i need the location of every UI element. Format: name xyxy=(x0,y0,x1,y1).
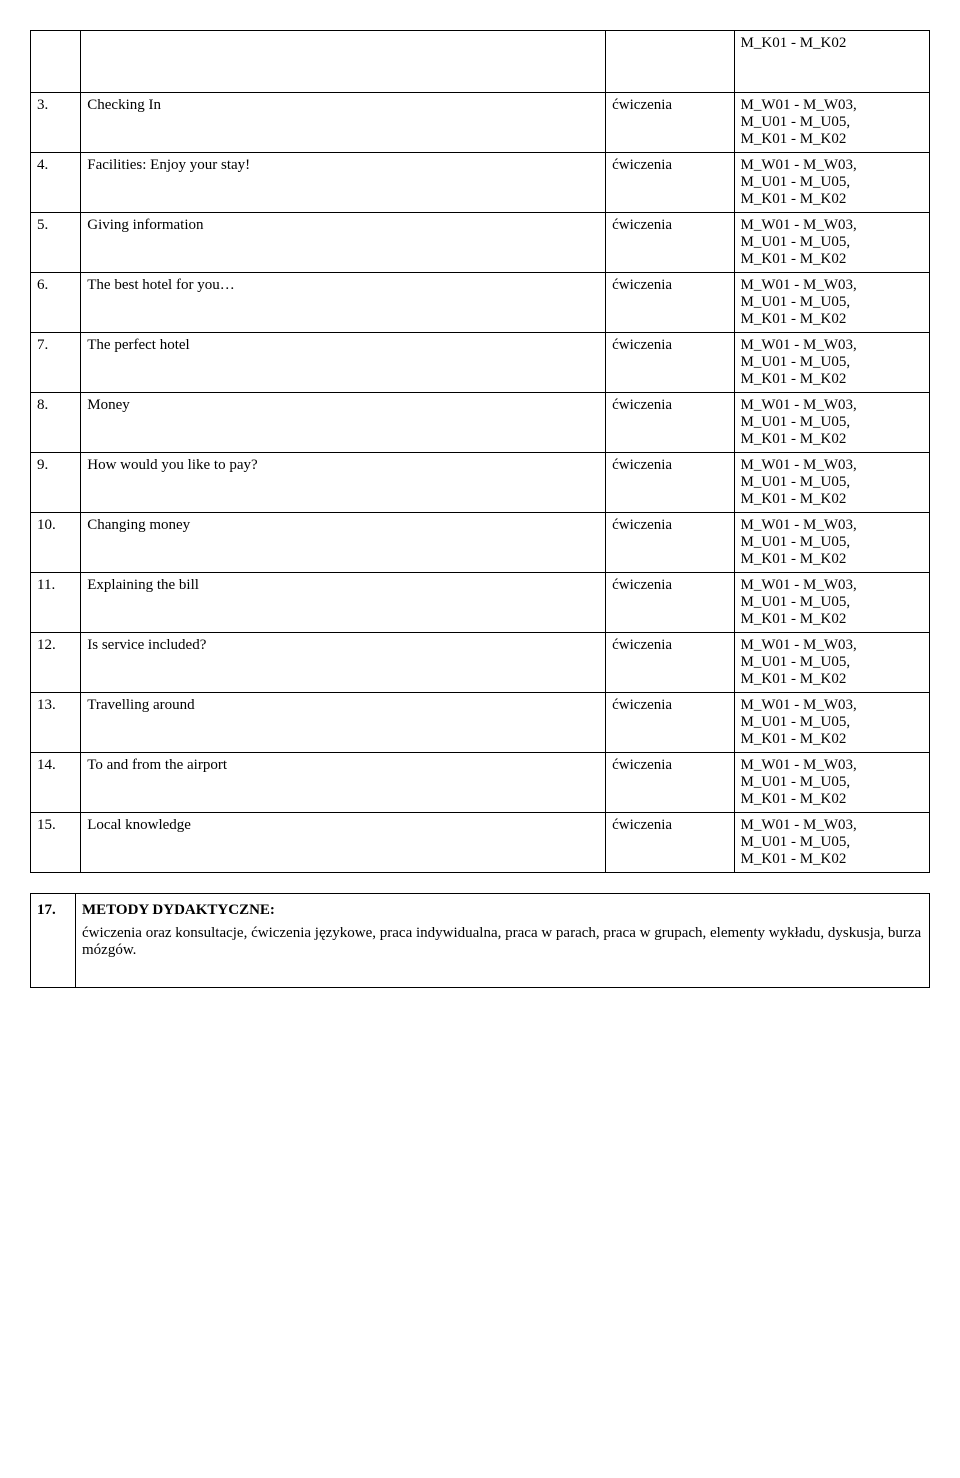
row-number: 13. xyxy=(31,693,81,753)
row-codes: M_W01 - M_W03, M_U01 - M_U05, M_K01 - M_… xyxy=(734,333,929,393)
row-codes: M_W01 - M_W03, M_U01 - M_U05, M_K01 - M_… xyxy=(734,153,929,213)
row-type: ćwiczenia xyxy=(606,573,734,633)
table-row: 14. To and from the airportćwiczeniaM_W0… xyxy=(31,753,930,813)
row-codes: M_W01 - M_W03, M_U01 - M_U05, M_K01 - M_… xyxy=(734,453,929,513)
row-description: The best hotel for you… xyxy=(81,273,606,333)
section-content: METODY DYDAKTYCZNE: ćwiczenia oraz konsu… xyxy=(76,894,930,988)
row-type: ćwiczenia xyxy=(606,693,734,753)
table-row: 8.MoneyćwiczeniaM_W01 - M_W03, M_U01 - M… xyxy=(31,393,930,453)
row-codes: M_W01 - M_W03, M_U01 - M_U05, M_K01 - M_… xyxy=(734,753,929,813)
table-row: 9.How would you like to pay?ćwiczeniaM_W… xyxy=(31,453,930,513)
section-title: METODY DYDAKTYCZNE: xyxy=(82,902,923,919)
empty-cell xyxy=(81,31,606,93)
empty-cell xyxy=(31,31,81,93)
row-number: 8. xyxy=(31,393,81,453)
row-description: Money xyxy=(81,393,606,453)
section-row: 17. METODY DYDAKTYCZNE: ćwiczenia oraz k… xyxy=(31,894,930,988)
row-type: ćwiczenia xyxy=(606,213,734,273)
row-description: The perfect hotel xyxy=(81,333,606,393)
row-number: 3. xyxy=(31,93,81,153)
row-type: ćwiczenia xyxy=(606,633,734,693)
row-description: Checking In xyxy=(81,93,606,153)
row-number: 14. xyxy=(31,753,81,813)
table-row: 6.The best hotel for you…ćwiczeniaM_W01 … xyxy=(31,273,930,333)
table-row: 12.Is service included?ćwiczeniaM_W01 - … xyxy=(31,633,930,693)
section-number-text: 17. xyxy=(37,902,56,918)
row-type: ćwiczenia xyxy=(606,453,734,513)
table-row: 5.Giving informationćwiczeniaM_W01 - M_W… xyxy=(31,213,930,273)
empty-cell xyxy=(606,31,734,93)
row-description: Is service included? xyxy=(81,633,606,693)
table-row: 15.Local knowledgećwiczeniaM_W01 - M_W03… xyxy=(31,813,930,873)
row-codes: M_W01 - M_W03, M_U01 - M_U05, M_K01 - M_… xyxy=(734,633,929,693)
table-row: 13.Travelling aroundćwiczeniaM_W01 - M_W… xyxy=(31,693,930,753)
row-codes: M_W01 - M_W03, M_U01 - M_U05, M_K01 - M_… xyxy=(734,213,929,273)
section-body: ćwiczenia oraz konsultacje, ćwiczenia ję… xyxy=(82,925,923,959)
table-row: 3.Checking InćwiczeniaM_W01 - M_W03, M_U… xyxy=(31,93,930,153)
section-number: 17. xyxy=(31,894,76,988)
codes-cell: M_K01 - M_K02 xyxy=(734,31,929,93)
row-description: Local knowledge xyxy=(81,813,606,873)
row-number: 11. xyxy=(31,573,81,633)
row-codes: M_W01 - M_W03, M_U01 - M_U05, M_K01 - M_… xyxy=(734,513,929,573)
row-description: To and from the airport xyxy=(81,753,606,813)
row-description: Changing money xyxy=(81,513,606,573)
section-table: 17. METODY DYDAKTYCZNE: ćwiczenia oraz k… xyxy=(30,893,930,988)
row-number: 9. xyxy=(31,453,81,513)
row-type: ćwiczenia xyxy=(606,393,734,453)
table-row: 7.The perfect hotelćwiczeniaM_W01 - M_W0… xyxy=(31,333,930,393)
row-codes: M_W01 - M_W03, M_U01 - M_U05, M_K01 - M_… xyxy=(734,393,929,453)
row-number: 7. xyxy=(31,333,81,393)
main-table: M_K01 - M_K02 3.Checking InćwiczeniaM_W0… xyxy=(30,30,930,873)
table-row: 4.Facilities: Enjoy your stay!ćwiczeniaM… xyxy=(31,153,930,213)
row-number: 12. xyxy=(31,633,81,693)
row-number: 4. xyxy=(31,153,81,213)
row-description: Giving information xyxy=(81,213,606,273)
row-type: ćwiczenia xyxy=(606,513,734,573)
row-codes: M_W01 - M_W03, M_U01 - M_U05, M_K01 - M_… xyxy=(734,813,929,873)
row-type: ćwiczenia xyxy=(606,273,734,333)
row-codes: M_W01 - M_W03, M_U01 - M_U05, M_K01 - M_… xyxy=(734,273,929,333)
table-row: 10.Changing moneyćwiczeniaM_W01 - M_W03,… xyxy=(31,513,930,573)
row-description: Facilities: Enjoy your stay! xyxy=(81,153,606,213)
row-description: How would you like to pay? xyxy=(81,453,606,513)
row-type: ćwiczenia xyxy=(606,153,734,213)
row-number: 10. xyxy=(31,513,81,573)
row-description: Explaining the bill xyxy=(81,573,606,633)
row-type: ćwiczenia xyxy=(606,753,734,813)
row-number: 5. xyxy=(31,213,81,273)
row-codes: M_W01 - M_W03, M_U01 - M_U05, M_K01 - M_… xyxy=(734,693,929,753)
row-codes: M_W01 - M_W03, M_U01 - M_U05, M_K01 - M_… xyxy=(734,93,929,153)
row-number: 6. xyxy=(31,273,81,333)
header-continuation-row: M_K01 - M_K02 xyxy=(31,31,930,93)
table-row: 11.Explaining the billćwiczeniaM_W01 - M… xyxy=(31,573,930,633)
row-description: Travelling around xyxy=(81,693,606,753)
row-type: ćwiczenia xyxy=(606,813,734,873)
row-type: ćwiczenia xyxy=(606,333,734,393)
row-codes: M_W01 - M_W03, M_U01 - M_U05, M_K01 - M_… xyxy=(734,573,929,633)
row-type: ćwiczenia xyxy=(606,93,734,153)
row-number: 15. xyxy=(31,813,81,873)
